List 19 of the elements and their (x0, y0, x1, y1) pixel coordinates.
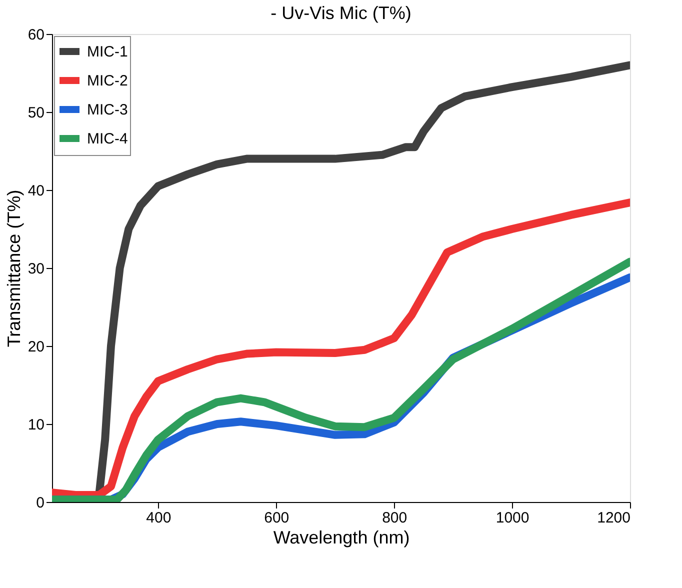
y-tick-label: 20 (28, 338, 44, 356)
chart-title: - Uv-Vis Mic (T%) (270, 3, 412, 23)
y-tick-label: 50 (28, 104, 44, 122)
legend-label: MIC-3 (87, 102, 128, 118)
y-axis-title: Transmittance (T%) (4, 190, 24, 348)
x-tick-label: 400 (146, 510, 172, 526)
y-tick-label: 0 (36, 494, 44, 512)
y-tick-label: 60 (28, 26, 44, 44)
x-tick-label: 800 (382, 510, 408, 526)
x-axis-title: Wavelength (nm) (273, 528, 410, 548)
legend-label: MIC-1 (87, 44, 128, 60)
y-tick-label: 30 (28, 260, 44, 278)
x-tick-label: 1200 (597, 510, 630, 526)
y-tick-label: 40 (28, 182, 44, 200)
x-tick-label: 600 (264, 510, 290, 526)
x-tick-label: 1000 (496, 510, 530, 526)
y-tick-label: 10 (28, 416, 44, 434)
legend-label: MIC-2 (87, 72, 128, 90)
legend-label: MIC-4 (87, 130, 128, 148)
